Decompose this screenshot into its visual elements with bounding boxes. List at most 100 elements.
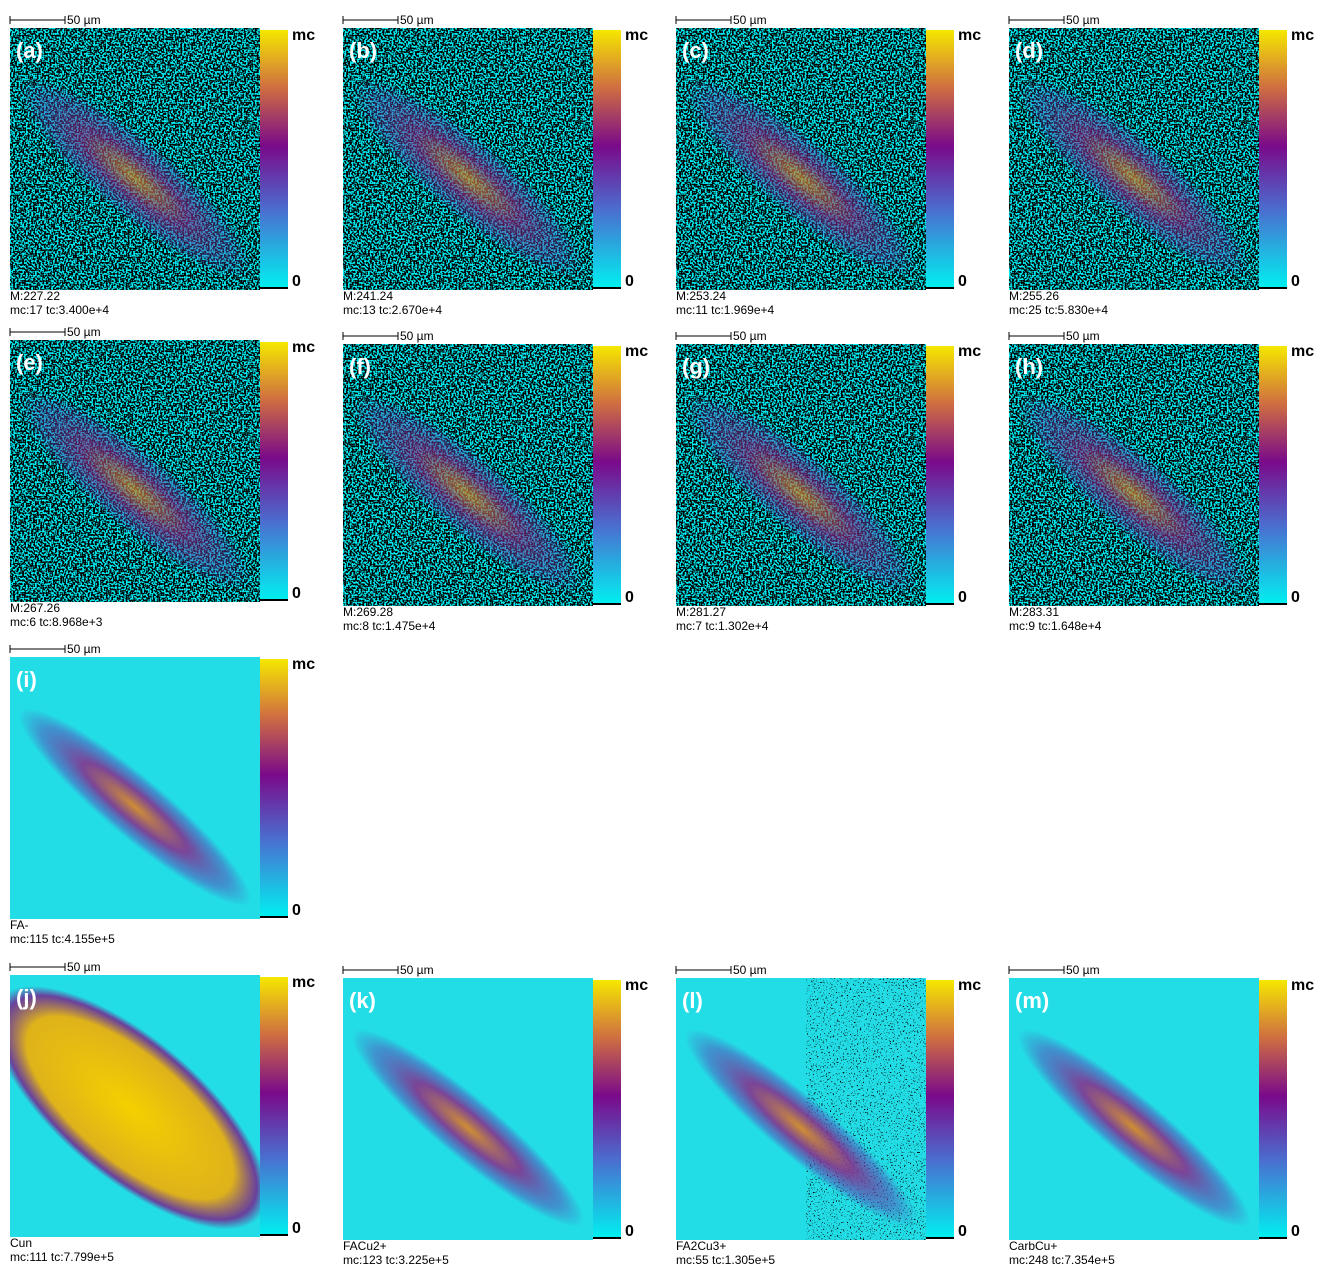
panel-label: (e): [16, 350, 43, 375]
panel-label: (l): [682, 988, 703, 1013]
colorbar-max: mc: [292, 27, 315, 44]
ion-image: [0, 340, 274, 616]
scale-bar-label: 50 µm: [1066, 13, 1100, 27]
panel-label: (k): [349, 988, 376, 1013]
colorbar-max: mc: [1291, 27, 1314, 44]
scale-bar-label: 50 µm: [67, 960, 101, 974]
colorbar: [1259, 346, 1287, 604]
colorbar: [926, 30, 954, 288]
colorbar: [1259, 30, 1287, 288]
colorbar-max: mc: [958, 977, 981, 994]
scale-bar-label: 50 µm: [733, 963, 767, 977]
caption: M:283.31: [1009, 605, 1059, 619]
colorbar: [260, 342, 288, 600]
colorbar-min: 0: [958, 1223, 967, 1240]
caption: CarbCu+: [1009, 1239, 1057, 1253]
figure: 50 µm(a)mc0M:227.22mc:17 tc:3.400e+450 µ…: [0, 0, 1322, 1269]
caption: mc:248 tc:7.354e+5: [1009, 1253, 1115, 1267]
colorbar-max: mc: [1291, 977, 1314, 994]
panel-label: (g): [682, 354, 710, 379]
ion-image: [995, 344, 1274, 620]
caption: M:241.24: [343, 289, 393, 303]
panel-label: (a): [16, 38, 43, 63]
caption: M:253.24: [676, 289, 726, 303]
colorbar: [593, 980, 621, 1238]
ion-image: [995, 28, 1274, 304]
scale-bar-label: 50 µm: [67, 325, 101, 339]
caption: FA2Cu3+: [676, 1239, 726, 1253]
colorbar-min: 0: [292, 902, 301, 919]
ion-image: [1000, 978, 1268, 1247]
colorbar-min: 0: [1291, 273, 1300, 290]
scale-bar-label: 50 µm: [1066, 963, 1100, 977]
panel: 50 µm (i) mc 0 FA-mc:115 tc:4.155e+5: [1, 642, 315, 946]
colorbar-max: mc: [625, 27, 648, 44]
caption: mc:115 tc:4.155e+5: [10, 932, 115, 946]
scale-bar-label: 50 µm: [67, 642, 101, 656]
ion-image: [329, 28, 608, 304]
colorbar-max: mc: [1291, 343, 1314, 360]
scale-bar-label: 50 µm: [67, 13, 101, 27]
caption: mc:55 tc:1.305e+5: [676, 1253, 775, 1267]
colorbar-min: 0: [625, 589, 634, 606]
colorbar: [260, 30, 288, 288]
ion-image: [329, 344, 608, 620]
colorbar: [260, 977, 288, 1235]
caption: M:255.26: [1009, 289, 1059, 303]
panel-label: (c): [682, 38, 709, 63]
colorbar-max: mc: [958, 343, 981, 360]
colorbar-min: 0: [1291, 1223, 1300, 1240]
colorbar-min: 0: [292, 585, 301, 602]
colorbar: [926, 980, 954, 1238]
colorbar-max: mc: [292, 656, 315, 673]
ion-image: [662, 344, 941, 620]
caption: mc:11 tc:1.969e+4: [676, 303, 775, 317]
scale-bar-label: 50 µm: [400, 329, 434, 343]
ion-image: [662, 28, 941, 304]
colorbar-max: mc: [625, 343, 648, 360]
caption: mc:111 tc:7.799e+5: [10, 1250, 114, 1264]
ion-image: [0, 945, 305, 1269]
panel-label: (b): [349, 38, 377, 63]
colorbar: [260, 659, 288, 917]
caption: mc:17 tc:3.400e+4: [10, 303, 109, 317]
panel-label: (j): [16, 985, 37, 1010]
colorbar-max: mc: [625, 977, 648, 994]
caption: mc:7 tc:1.302e+4: [676, 619, 769, 633]
caption: FACu2+: [343, 1239, 387, 1253]
caption: FA-: [10, 918, 29, 932]
caption: mc:13 tc:2.670e+4: [343, 303, 442, 317]
panel-label: (h): [1015, 354, 1043, 379]
colorbar-max: mc: [292, 339, 315, 356]
panel-label: (i): [16, 667, 37, 692]
colorbar: [926, 346, 954, 604]
ion-image: [1, 657, 269, 926]
scale-bar-label: 50 µm: [733, 329, 767, 343]
ion-image: [334, 978, 602, 1247]
caption: mc:6 tc:8.968e+3: [10, 615, 103, 629]
caption: mc:123 tc:3.225e+5: [343, 1253, 449, 1267]
panel: 50 µm(e)mc0M:267.26mc:6 tc:8.968e+3: [0, 325, 315, 629]
panel-label: (m): [1015, 988, 1049, 1013]
scale-bar-label: 50 µm: [1066, 329, 1100, 343]
caption: mc:25 tc:5.830e+4: [1009, 303, 1108, 317]
panel: 50 µm (j) mc 0 Cunmc:111 tc:7.799e+5: [0, 945, 315, 1269]
scale-bar-label: 50 µm: [400, 13, 434, 27]
panel-label: (f): [349, 354, 371, 379]
caption: mc:8 tc:1.475e+4: [343, 619, 436, 633]
colorbar-min: 0: [958, 273, 967, 290]
caption: Cun: [10, 1236, 32, 1250]
colorbar: [1259, 980, 1287, 1238]
ion-image: [667, 978, 935, 1247]
scale-bar-label: 50 µm: [400, 963, 434, 977]
colorbar-min: 0: [625, 1223, 634, 1240]
panel-label: (d): [1015, 38, 1043, 63]
colorbar-min: 0: [292, 1220, 301, 1237]
colorbar-max: mc: [292, 974, 315, 991]
